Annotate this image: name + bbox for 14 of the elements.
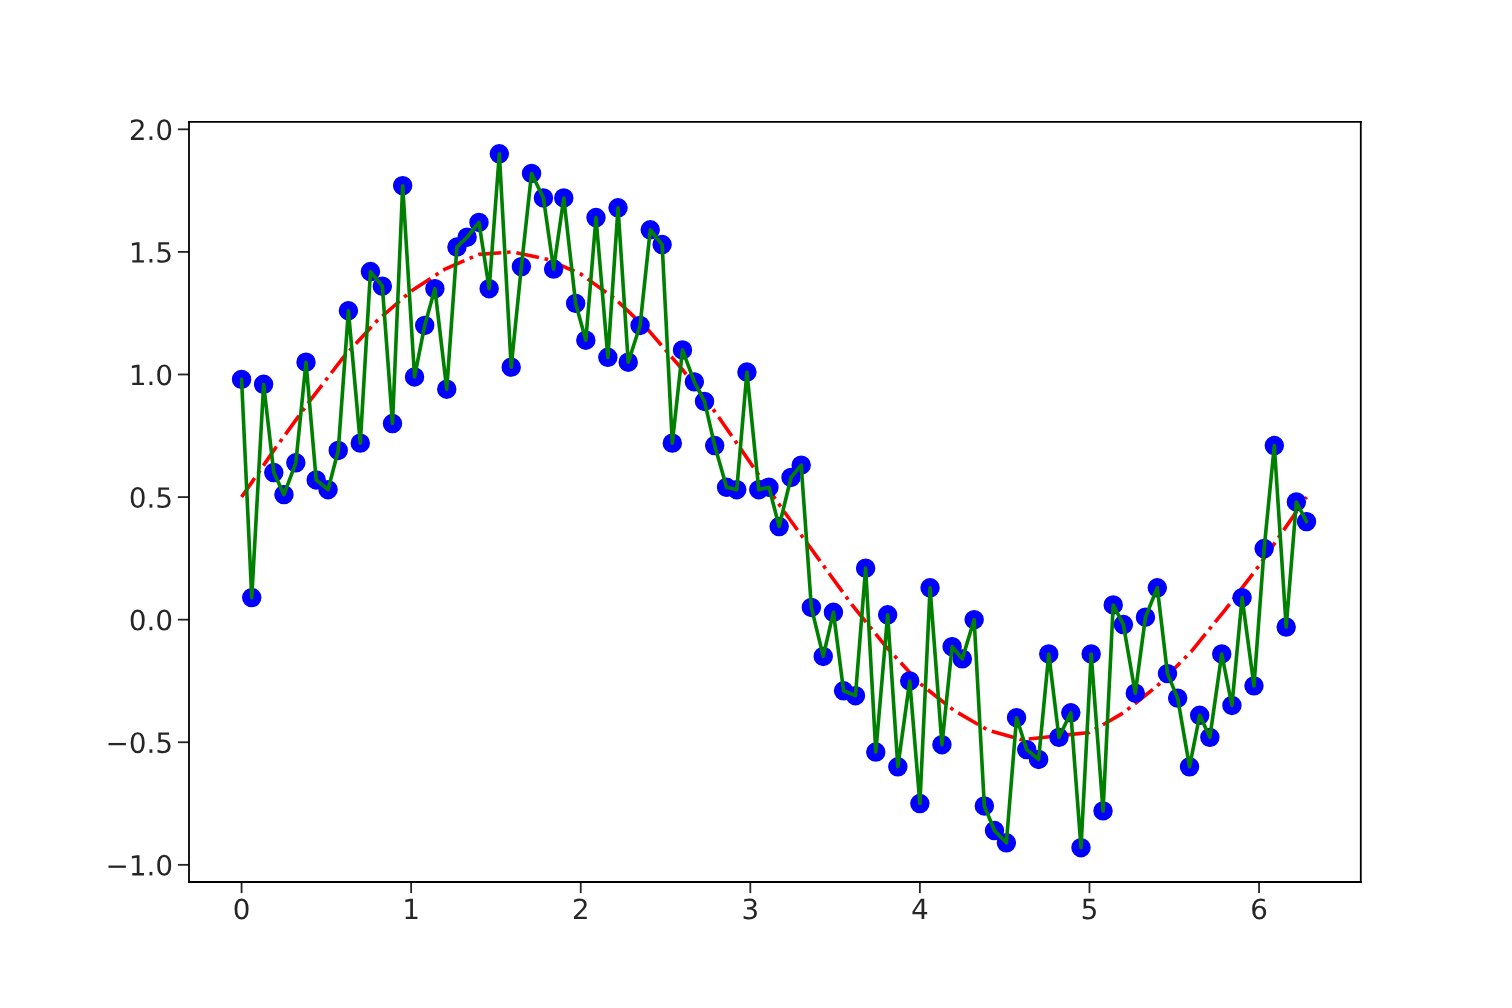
y-tick-label: −0.5 — [108, 732, 171, 754]
y-tick-label: 2.0 — [130, 119, 172, 141]
y-tick-label: 1.5 — [131, 242, 171, 263]
x-tick-label: 5 — [1082, 898, 1096, 920]
y-tick-label: 0.5 — [130, 487, 171, 509]
x-tick-label: 4 — [912, 898, 928, 920]
y-tick-label: 0.0 — [130, 609, 172, 631]
y-tick-label: 1.0 — [131, 364, 172, 386]
y-tick-label: −1.0 — [108, 854, 172, 876]
x-tick-label: 0 — [234, 898, 249, 920]
x-tick-label: 2 — [573, 898, 587, 920]
x-tick-label: 6 — [1252, 898, 1267, 920]
x-tick-label: 3 — [743, 898, 757, 920]
x-tick-label: 1 — [405, 898, 418, 920]
